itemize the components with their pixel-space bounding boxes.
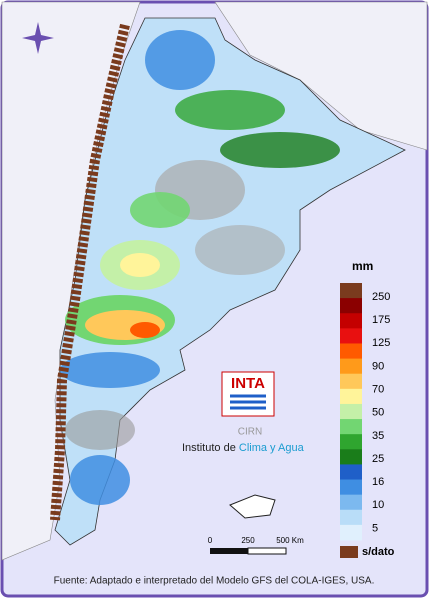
logo-waves <box>230 394 266 410</box>
argentina <box>50 17 406 546</box>
logo-name: Instituto de Clima y Agua <box>182 442 305 454</box>
legend-title: mm <box>352 259 373 273</box>
logo-center: CIRN <box>238 427 262 438</box>
scale-label: 250 <box>241 536 255 545</box>
legend-swatch <box>340 358 362 375</box>
legend-label: 10 <box>372 499 384 511</box>
legend-label: 25 <box>372 453 384 465</box>
legend-swatch <box>340 328 362 344</box>
scale-bar: 0 250 500 Km <box>208 536 304 555</box>
legend: mm 250 175 125 90 70 50 35 25 16 10 5 s/dato <box>340 259 395 558</box>
legend-swatch <box>340 494 362 511</box>
footer: Fuente: Adaptado e interpretado del Mode… <box>54 576 375 587</box>
scale-label: 500 Km <box>276 536 304 545</box>
legend-swatch <box>340 298 362 314</box>
legend-swatch <box>340 403 362 420</box>
malvinas <box>229 494 276 519</box>
legend-swatch <box>340 313 362 329</box>
legend-swatch <box>340 449 362 465</box>
legend-swatch <box>340 283 362 299</box>
compass <box>22 22 54 54</box>
legend-label: 175 <box>372 314 390 326</box>
legend-label: 5 <box>372 522 378 534</box>
legend-nodata-swatch <box>340 546 358 558</box>
legend-label: 50 <box>372 407 384 419</box>
logo-name-part: Instituto de <box>182 442 239 454</box>
legend-swatch <box>340 464 362 481</box>
legend-label: 70 <box>372 383 384 395</box>
logo: INTA CIRN Instituto de Clima y Agua <box>182 371 305 454</box>
legend-swatch <box>340 388 362 405</box>
logo-name-part: Clima y Agua <box>239 442 305 454</box>
legend-label: 16 <box>372 476 384 488</box>
legend-swatch <box>340 479 362 496</box>
legend-label: s/dato <box>362 546 395 558</box>
legend-swatch <box>340 434 362 450</box>
legend-swatch <box>340 509 362 526</box>
legend-swatch <box>340 524 362 541</box>
logo-brand: INTA <box>231 375 265 392</box>
legend-label: 250 <box>372 291 390 303</box>
legend-swatch <box>340 343 362 360</box>
legend-label: 35 <box>372 430 384 442</box>
legend-label: 90 <box>372 360 384 372</box>
legend-swatch <box>340 419 362 435</box>
legend-label: 125 <box>372 337 390 349</box>
neighbors <box>1 1 428 561</box>
legend-swatch <box>340 373 362 390</box>
scale-label: 0 <box>208 536 213 545</box>
